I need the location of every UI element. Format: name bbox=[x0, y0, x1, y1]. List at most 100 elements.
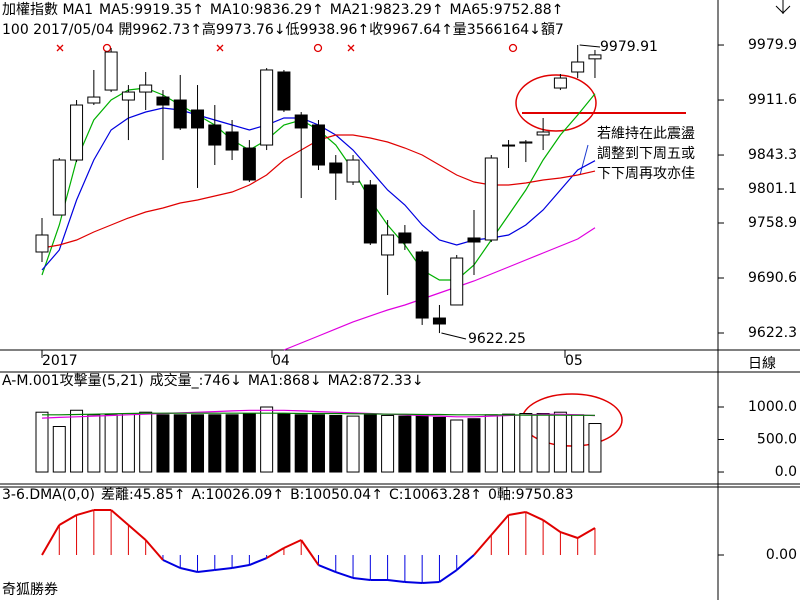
volume-bar bbox=[156, 414, 170, 473]
y-tick-label: 0.0 bbox=[775, 464, 797, 480]
candle-body bbox=[346, 159, 360, 183]
y-tick-label: 9622.3 bbox=[748, 325, 797, 341]
signal-circle bbox=[313, 43, 323, 53]
dma-line-segment bbox=[283, 539, 302, 549]
dma-line-segment bbox=[214, 567, 233, 572]
candle-body bbox=[450, 257, 464, 306]
volume-bar bbox=[536, 413, 550, 473]
candle-body bbox=[467, 237, 481, 243]
volume-bar bbox=[329, 414, 343, 473]
candle-body bbox=[87, 96, 101, 104]
y-tick-label: 9979.9 bbox=[748, 37, 797, 53]
dma-line-segment bbox=[456, 554, 475, 571]
volume-bar bbox=[70, 409, 84, 473]
highlight-circle bbox=[515, 74, 597, 132]
dma-line-segment bbox=[318, 564, 337, 573]
dma-line-segment bbox=[144, 539, 164, 561]
dma-line-segment bbox=[300, 539, 320, 566]
leader-line bbox=[441, 332, 467, 340]
candle-body bbox=[173, 99, 187, 129]
dma-line-segment bbox=[162, 559, 181, 569]
period-label: 日線 bbox=[748, 356, 776, 372]
candle-body bbox=[260, 69, 274, 146]
volume-bar bbox=[139, 411, 153, 473]
volume-bar bbox=[363, 414, 377, 473]
candle-body bbox=[311, 124, 325, 166]
candle-body bbox=[208, 124, 222, 146]
y-tick-label: 0.00 bbox=[766, 547, 797, 563]
candle-body bbox=[415, 251, 429, 319]
volume-bar bbox=[104, 414, 118, 473]
volume-bar bbox=[553, 411, 567, 473]
low-label: 9622.25 bbox=[468, 331, 526, 347]
volume-bar bbox=[260, 406, 274, 473]
legend-entry: MA65:9752.88↑ bbox=[450, 2, 564, 18]
y-tick-label: 500.0 bbox=[757, 432, 797, 448]
volume-bar bbox=[502, 413, 516, 473]
candle-body bbox=[484, 157, 498, 241]
legend-entry: MA10:9836.29↑ bbox=[210, 2, 324, 18]
candle-body bbox=[519, 141, 533, 144]
legend-entry: MA21:9823.29↑ bbox=[330, 2, 444, 18]
candle-body bbox=[52, 159, 66, 216]
dma-line-segment bbox=[422, 580, 440, 584]
dma-line-segment bbox=[352, 576, 371, 581]
panel-title: 3-6.DMA(0,0) bbox=[2, 487, 95, 503]
annotation: 下下周再攻亦佳 bbox=[597, 166, 695, 182]
note-pointer bbox=[579, 144, 589, 176]
legend-entry: MA1:868↓ bbox=[248, 373, 322, 389]
volume-bar bbox=[242, 413, 256, 473]
dma-line-segment bbox=[231, 564, 250, 570]
signal-cross bbox=[347, 44, 355, 52]
volume-bar bbox=[87, 414, 101, 473]
volume-bar bbox=[52, 426, 66, 473]
legend-entry: B:10050.04↑ bbox=[290, 487, 383, 503]
candle-body bbox=[121, 91, 135, 101]
dma-line-segment bbox=[41, 524, 61, 556]
candle-body bbox=[588, 54, 602, 60]
dma-line-segment bbox=[387, 578, 405, 583]
legend-entry: MA5:9919.35↑ bbox=[99, 2, 204, 18]
dma-line-segment bbox=[473, 534, 493, 556]
volume-bar bbox=[519, 413, 533, 473]
dma-line-segment bbox=[248, 557, 268, 566]
y-tick-label: 9911.6 bbox=[748, 92, 797, 108]
candle-body bbox=[70, 104, 84, 161]
signal-circle bbox=[508, 43, 518, 53]
candle-body bbox=[225, 131, 239, 151]
candle-body bbox=[432, 317, 446, 325]
chart-title: 加權指數 MA1 bbox=[2, 2, 93, 18]
panel-title: A-M.001攻擊量(5,21) bbox=[2, 372, 144, 389]
candle-body bbox=[398, 232, 412, 244]
dma-line-segment bbox=[76, 509, 95, 516]
candle-body bbox=[553, 77, 567, 89]
volume-bar bbox=[173, 414, 187, 473]
footer: 奇狐勝券 bbox=[2, 581, 58, 598]
dma-line-segment bbox=[58, 514, 78, 526]
signal-markers bbox=[56, 43, 518, 53]
volume-bar bbox=[571, 414, 585, 473]
candle-body bbox=[191, 109, 205, 129]
volume-bar bbox=[35, 411, 49, 473]
volume-bar bbox=[225, 414, 239, 473]
volume-bar bbox=[208, 414, 222, 473]
dma-line-segment bbox=[404, 580, 423, 584]
volume-bar bbox=[432, 416, 446, 473]
y-tick-label: 1000.0 bbox=[748, 399, 797, 415]
volume-bar bbox=[311, 414, 325, 473]
x-tick-label: 05 bbox=[565, 353, 583, 369]
dma-line-segment bbox=[180, 567, 198, 574]
volume-bar bbox=[191, 414, 205, 473]
candle-body bbox=[156, 96, 170, 106]
legend-entry: C:10063.28↑ bbox=[389, 487, 482, 503]
candle-body bbox=[35, 234, 49, 253]
signal-circle bbox=[102, 43, 112, 53]
annotation: 調整到下周五或 bbox=[597, 146, 695, 162]
volume-bar bbox=[381, 414, 395, 473]
dma-line-segment bbox=[490, 514, 510, 536]
scroll-mark bbox=[775, 5, 791, 14]
candle-body bbox=[502, 144, 516, 147]
dma-line-segment bbox=[197, 569, 215, 574]
candle-body bbox=[294, 114, 308, 129]
